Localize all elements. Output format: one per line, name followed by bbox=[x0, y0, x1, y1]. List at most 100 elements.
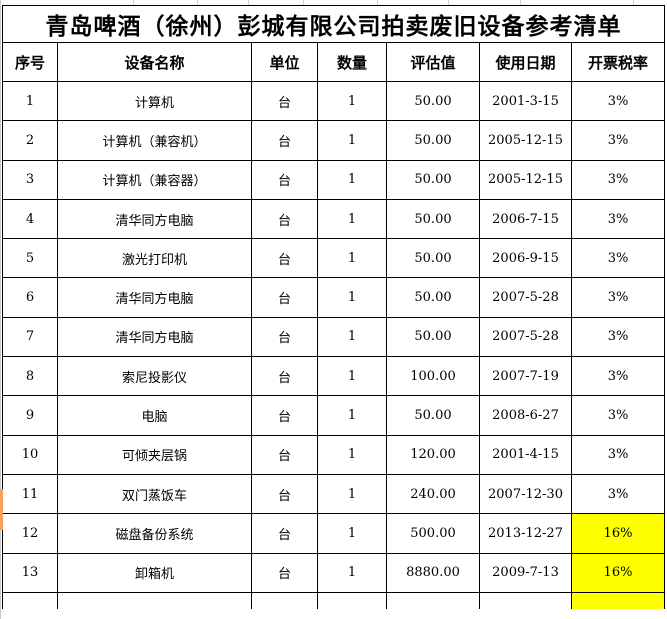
cell-qty[interactable]: 1 bbox=[317, 356, 387, 397]
cell-value[interactable]: 50.00 bbox=[386, 80, 480, 122]
cell-name[interactable]: 可倾夹层锅 bbox=[57, 434, 252, 475]
cell-no[interactable]: 8 bbox=[2, 356, 58, 397]
cell-no[interactable]: 13 bbox=[2, 552, 58, 593]
cell-unit[interactable]: 台 bbox=[251, 395, 318, 436]
cell-name[interactable] bbox=[57, 591, 252, 609]
cell-tax[interactable]: 3% bbox=[571, 356, 665, 397]
cell-value[interactable]: 50.00 bbox=[386, 395, 480, 436]
cell-date[interactable]: 2007-5-28 bbox=[479, 277, 572, 318]
cell-unit[interactable]: 台 bbox=[251, 159, 318, 200]
cell-no[interactable]: 3 bbox=[2, 159, 58, 200]
cell-no[interactable]: 4 bbox=[2, 198, 58, 240]
cell-tax[interactable]: 3% bbox=[571, 473, 665, 515]
cell-qty[interactable]: 1 bbox=[317, 513, 387, 554]
cell-unit[interactable]: 台 bbox=[251, 552, 318, 593]
cell-tax[interactable]: 3% bbox=[571, 80, 665, 122]
cell-tax[interactable]: 3% bbox=[571, 120, 665, 161]
cell-value[interactable] bbox=[386, 591, 480, 609]
cell-name[interactable]: 清华同方电脑 bbox=[57, 316, 252, 358]
cell-value[interactable]: 500.00 bbox=[386, 513, 480, 554]
cell-tax[interactable]: 3% bbox=[571, 198, 665, 240]
header-cell-value[interactable]: 评估值 bbox=[386, 42, 480, 82]
header-cell-date[interactable]: 使用日期 bbox=[479, 42, 572, 82]
cell-qty[interactable]: 1 bbox=[317, 198, 387, 240]
cell-unit[interactable]: 台 bbox=[251, 434, 318, 475]
cell-qty[interactable]: 1 bbox=[317, 316, 387, 358]
cell-date[interactable]: 2006-7-15 bbox=[479, 198, 572, 240]
cell-value[interactable]: 50.00 bbox=[386, 277, 480, 318]
cell-tax[interactable]: 3% bbox=[571, 434, 665, 475]
cell-qty[interactable]: 1 bbox=[317, 473, 387, 515]
cell-no[interactable]: 7 bbox=[2, 316, 58, 358]
cell-name[interactable]: 清华同方电脑 bbox=[57, 277, 252, 318]
cell-tax[interactable]: 3% bbox=[571, 316, 665, 358]
header-cell-qty[interactable]: 数量 bbox=[317, 42, 387, 82]
cell-tax[interactable] bbox=[571, 591, 665, 609]
cell-unit[interactable]: 台 bbox=[251, 80, 318, 122]
cell-no[interactable]: 5 bbox=[2, 238, 58, 279]
cell-date[interactable]: 2009-7-13 bbox=[479, 552, 572, 593]
cell-qty[interactable]: 1 bbox=[317, 434, 387, 475]
cell-date[interactable]: 2001-4-15 bbox=[479, 434, 572, 475]
header-cell-no[interactable]: 序号 bbox=[2, 42, 58, 82]
cell-name[interactable]: 计算机 bbox=[57, 80, 252, 122]
cell-date[interactable]: 2006-9-15 bbox=[479, 238, 572, 279]
table-title[interactable]: 青岛啤酒（徐州）彭城有限公司拍卖废旧设备参考清单 bbox=[2, 5, 665, 43]
cell-value[interactable]: 8880.00 bbox=[386, 552, 480, 593]
cell-qty[interactable]: 1 bbox=[317, 395, 387, 436]
cell-tax[interactable]: 3% bbox=[571, 395, 665, 436]
cell-qty[interactable]: 1 bbox=[317, 159, 387, 200]
cell-qty[interactable]: 1 bbox=[317, 120, 387, 161]
cell-date[interactable]: 2005-12-15 bbox=[479, 120, 572, 161]
cell-name[interactable]: 电脑 bbox=[57, 395, 252, 436]
cell-unit[interactable]: 台 bbox=[251, 198, 318, 240]
cell-qty[interactable] bbox=[317, 591, 387, 609]
cell-name[interactable]: 卸箱机 bbox=[57, 552, 252, 593]
cell-name[interactable]: 计算机（兼容机） bbox=[57, 120, 252, 161]
cell-value[interactable]: 50.00 bbox=[386, 198, 480, 240]
cell-unit[interactable] bbox=[251, 591, 318, 609]
cell-tax[interactable]: 3% bbox=[571, 277, 665, 318]
cell-no[interactable]: 6 bbox=[2, 277, 58, 318]
cell-qty[interactable]: 1 bbox=[317, 277, 387, 318]
cell-qty[interactable]: 1 bbox=[317, 238, 387, 279]
cell-tax[interactable]: 3% bbox=[571, 238, 665, 279]
cell-value[interactable]: 120.00 bbox=[386, 434, 480, 475]
cell-no[interactable]: 10 bbox=[2, 434, 58, 475]
cell-tax[interactable]: 3% bbox=[571, 159, 665, 200]
cell-no[interactable]: 11 bbox=[2, 473, 58, 515]
cell-date[interactable]: 2007-5-28 bbox=[479, 316, 572, 358]
header-cell-tax[interactable]: 开票税率 bbox=[571, 42, 665, 82]
cell-value[interactable]: 100.00 bbox=[386, 356, 480, 397]
cell-value[interactable]: 50.00 bbox=[386, 159, 480, 200]
cell-qty[interactable]: 1 bbox=[317, 552, 387, 593]
cell-date[interactable]: 2007-12-30 bbox=[479, 473, 572, 515]
cell-unit[interactable]: 台 bbox=[251, 356, 318, 397]
cell-date[interactable]: 2013-12-27 bbox=[479, 513, 572, 554]
cell-value[interactable]: 240.00 bbox=[386, 473, 480, 515]
cell-unit[interactable]: 台 bbox=[251, 316, 318, 358]
cell-name[interactable]: 计算机（兼容器） bbox=[57, 159, 252, 200]
cell-value[interactable]: 50.00 bbox=[386, 120, 480, 161]
cell-unit[interactable]: 台 bbox=[251, 277, 318, 318]
cell-date[interactable] bbox=[479, 591, 572, 609]
cell-name[interactable]: 磁盘备份系统 bbox=[57, 513, 252, 554]
cell-no[interactable]: 9 bbox=[2, 395, 58, 436]
cell-no[interactable]: 12 bbox=[2, 513, 58, 554]
cell-unit[interactable]: 台 bbox=[251, 120, 318, 161]
cell-unit[interactable]: 台 bbox=[251, 473, 318, 515]
cell-value[interactable]: 50.00 bbox=[386, 316, 480, 358]
cell-date[interactable]: 2007-7-19 bbox=[479, 356, 572, 397]
cell-tax[interactable]: 16% bbox=[571, 552, 665, 593]
cell-value[interactable]: 50.00 bbox=[386, 238, 480, 279]
cell-name[interactable]: 激光打印机 bbox=[57, 238, 252, 279]
cell-date[interactable]: 2001-3-15 bbox=[479, 80, 572, 122]
cell-date[interactable]: 2008-6-27 bbox=[479, 395, 572, 436]
header-cell-name[interactable]: 设备名称 bbox=[57, 42, 252, 82]
cell-no[interactable]: 2 bbox=[2, 120, 58, 161]
cell-name[interactable]: 清华同方电脑 bbox=[57, 198, 252, 240]
cell-qty[interactable]: 1 bbox=[317, 80, 387, 122]
cell-no[interactable]: 1 bbox=[2, 80, 58, 122]
cell-no[interactable] bbox=[2, 591, 58, 609]
cell-name[interactable]: 双门蒸饭车 bbox=[57, 473, 252, 515]
